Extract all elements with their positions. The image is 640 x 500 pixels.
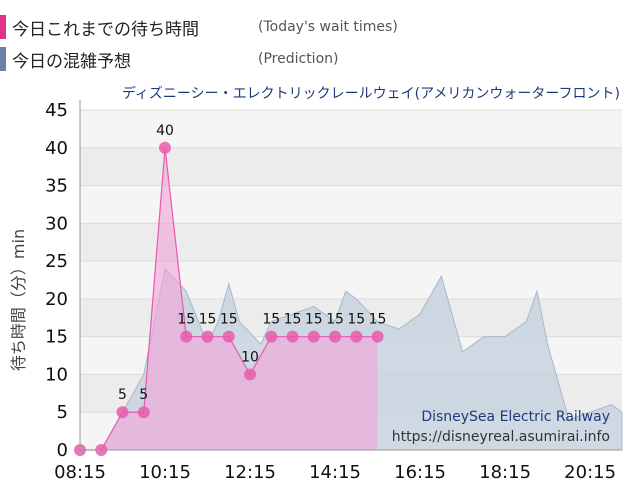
x-tick-label: 18:15 [479, 462, 531, 483]
watermark-url: https://disneyreal.asumirai.info [392, 429, 610, 445]
watermark-title: DisneySea Electric Railway [421, 409, 610, 425]
data-point [371, 330, 384, 343]
data-label: 40 [156, 123, 174, 139]
y-axis-label: 待ち時間（分）min [9, 229, 28, 371]
data-label: 10 [241, 349, 259, 365]
data-point [222, 330, 235, 343]
data-point [307, 330, 320, 343]
legend-prediction-label: 今日の混雑予想 [12, 51, 131, 72]
y-tick-label: 35 [45, 176, 68, 197]
data-label: 5 [118, 387, 127, 403]
data-label: 15 [326, 312, 344, 328]
legend-prediction-sub: (Prediction) [258, 51, 339, 67]
y-tick-label: 5 [57, 402, 68, 423]
y-tick-label: 25 [45, 251, 68, 272]
legend-today: 今日これまでの待ち時間 (Today's wait times) [0, 15, 398, 40]
y-tick-label: 20 [45, 289, 68, 310]
data-label: 15 [177, 312, 195, 328]
data-point [265, 330, 278, 343]
x-tick-label: 12:15 [224, 462, 276, 483]
data-label: 15 [305, 312, 323, 328]
data-point [244, 368, 257, 381]
data-label: 15 [262, 312, 280, 328]
grid-band [80, 147, 622, 186]
data-point [137, 406, 150, 419]
data-point [329, 330, 342, 343]
y-tick-label: 45 [45, 100, 68, 121]
y-tick-label: 40 [45, 138, 68, 159]
data-point [201, 330, 214, 343]
actual-area [80, 147, 378, 450]
data-label: 15 [284, 312, 302, 328]
y-tick-label: 15 [45, 327, 68, 348]
data-label: 15 [347, 312, 365, 328]
y-tick-label: 0 [57, 440, 68, 461]
x-tick-label: 20:15 [564, 462, 616, 483]
x-tick-label: 10:15 [139, 462, 191, 483]
x-tick-label: 14:15 [309, 462, 361, 483]
grid-band [80, 110, 622, 148]
data-label: 5 [139, 387, 148, 403]
data-label: 15 [199, 312, 217, 328]
legend-prediction: 今日の混雑予想 (Prediction) [0, 47, 338, 72]
data-point [180, 330, 193, 343]
x-tick-label: 16:15 [394, 462, 446, 483]
legend-today-swatch [0, 15, 6, 39]
chart-title: ディズニーシー・エレクトリックレールウェイ(アメリカンウォーターフロント) [122, 85, 620, 102]
data-label: 15 [369, 312, 387, 328]
legend-prediction-swatch [0, 47, 6, 71]
data-point [350, 330, 363, 343]
y-tick-label: 30 [45, 213, 68, 234]
data-point [159, 141, 172, 154]
legend-today-label: 今日これまでの待ち時間 [12, 19, 199, 40]
y-tick-label: 10 [45, 364, 68, 385]
data-label: 15 [220, 312, 238, 328]
data-point [286, 330, 299, 343]
legend-today-sub: (Today's wait times) [258, 19, 398, 35]
x-tick-label: 08:15 [54, 462, 106, 483]
data-point [116, 406, 129, 419]
